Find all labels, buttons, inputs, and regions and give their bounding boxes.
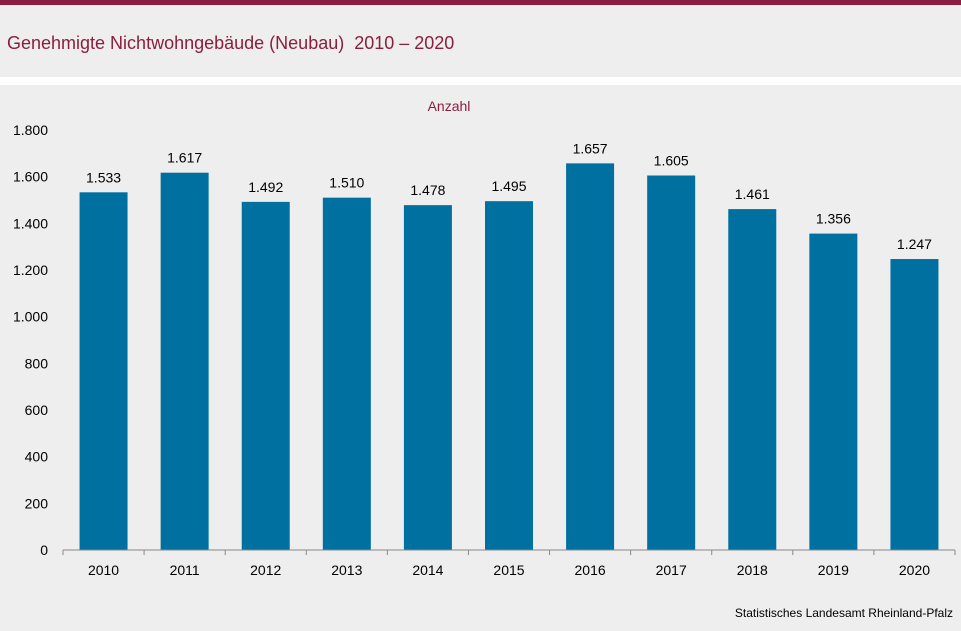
y-tick-label: 800	[25, 355, 49, 371]
bar-value-label: 1.461	[735, 186, 770, 202]
x-tick-label: 2019	[818, 562, 849, 578]
bar-value-label: 1.492	[248, 179, 283, 195]
y-tick-label: 400	[25, 449, 49, 465]
chart-title: Genehmigte Nichtwohngebäude (Neubau) 201…	[7, 33, 455, 53]
bar	[160, 172, 209, 550]
y-tick-label: 1.200	[13, 262, 48, 278]
x-tick-label: 2012	[250, 562, 281, 578]
header-separator	[0, 77, 961, 85]
bar-value-label: 1.533	[86, 169, 121, 185]
bar-value-label: 1.247	[897, 236, 932, 252]
x-tick-label: 2014	[412, 562, 443, 578]
bar	[403, 205, 452, 550]
bar	[79, 192, 128, 551]
bar	[728, 209, 777, 550]
x-tick-label: 2016	[575, 562, 606, 578]
bar-value-label: 1.478	[410, 182, 445, 198]
x-tick-label: 2013	[331, 562, 362, 578]
y-tick-label: 1.000	[13, 309, 48, 325]
bar	[322, 197, 371, 550]
bar-value-label: 1.356	[816, 211, 851, 227]
x-tick-label: 2011	[170, 562, 200, 578]
bar-chart: Anzahl 0 200 400 600 800 1.000 1.200 1.400 1.600 1…	[13, 98, 956, 578]
y-axis-label: Anzahl	[428, 98, 471, 114]
bar	[890, 259, 939, 550]
bar-value-label: 1.495	[491, 178, 526, 194]
bar-value-label: 1.510	[329, 175, 364, 191]
chart-area: Anzahl 0 200 400 600 800 1.000 1.200 1.400 1.600 1…	[0, 85, 961, 631]
bar-value-label: 1.617	[167, 150, 202, 166]
x-tick-label: 2017	[656, 562, 687, 578]
y-tick-label: 600	[25, 402, 49, 418]
bar-value-label: 1.605	[654, 153, 689, 169]
x-tick-label: 2018	[737, 562, 768, 578]
x-tick-label: 2020	[899, 562, 930, 578]
bar	[566, 163, 615, 550]
y-tick-label: 200	[25, 495, 49, 511]
source-note: Statistisches Landesamt Rheinland-Pfalz	[734, 606, 953, 620]
chart-header: Genehmigte Nichtwohngebäude (Neubau) 201…	[0, 5, 961, 77]
bar-value-label: 1.657	[573, 140, 608, 156]
bar	[809, 233, 858, 550]
x-tick-label: 2015	[493, 562, 524, 578]
y-tick-label: 0	[40, 542, 48, 558]
y-tick-label: 1.400	[13, 215, 48, 231]
bar	[647, 175, 696, 550]
y-tick-label: 1.600	[13, 169, 48, 185]
top-accent-bar	[0, 0, 961, 5]
bar	[485, 201, 533, 550]
x-tick-label: 2010	[88, 562, 119, 578]
bar	[241, 201, 290, 550]
y-tick-label: 1.800	[13, 122, 48, 138]
